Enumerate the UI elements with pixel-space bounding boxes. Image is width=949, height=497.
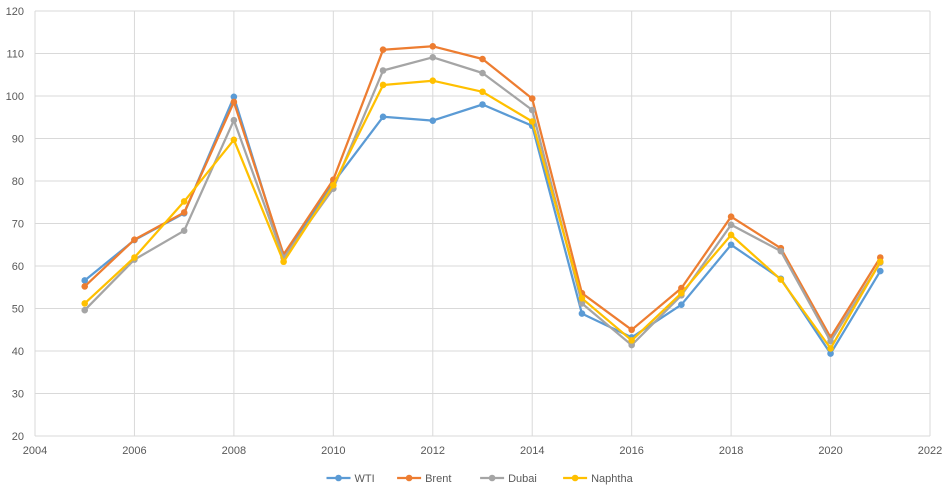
data-point — [479, 55, 486, 63]
data-point — [131, 236, 138, 243]
series-naphtha — [81, 77, 884, 352]
data-point — [628, 326, 635, 334]
legend-item-dubai: Dubai — [480, 473, 537, 485]
series-dubai — [81, 54, 884, 349]
data-point — [628, 341, 635, 349]
data-point — [81, 283, 89, 290]
x-tick-label: 2006 — [122, 445, 146, 457]
data-point — [180, 209, 188, 216]
series-wti — [81, 93, 884, 357]
data-point — [528, 95, 536, 102]
data-point — [230, 136, 238, 144]
y-tick-label: 90 — [12, 134, 24, 146]
y-tick-label: 80 — [12, 176, 24, 188]
data-point — [379, 67, 387, 74]
x-tick-label: 2010 — [321, 445, 345, 457]
data-point — [131, 254, 138, 261]
data-point — [429, 117, 437, 124]
data-point — [230, 98, 238, 106]
y-tick-label: 40 — [12, 346, 24, 358]
legend-item-brent: Brent — [397, 473, 451, 485]
y-tick-label: 50 — [12, 304, 24, 316]
legend-label: WTI — [355, 473, 375, 485]
data-point — [429, 54, 437, 61]
data-point — [727, 241, 735, 249]
legend-item-naphtha: Naphtha — [563, 473, 634, 485]
data-point — [827, 337, 834, 345]
series-line — [83, 95, 882, 355]
data-point — [827, 345, 834, 352]
data-point — [429, 42, 437, 50]
legend-label: Brent — [425, 473, 451, 485]
data-point — [528, 106, 536, 114]
series-line — [83, 56, 882, 347]
data-point — [777, 276, 785, 283]
y-tick-label: 60 — [12, 261, 24, 273]
legend-marker — [571, 474, 579, 482]
data-point — [479, 69, 486, 77]
legend-label: Naphtha — [591, 473, 633, 485]
legend-marker — [335, 474, 342, 482]
data-point — [528, 118, 536, 125]
x-tick-label: 2014 — [520, 445, 544, 457]
data-point — [230, 116, 238, 124]
data-point — [280, 258, 287, 266]
data-point — [81, 306, 89, 314]
legend-item-wti: WTI — [326, 473, 375, 485]
x-tick-label: 2022 — [918, 445, 942, 457]
data-point — [578, 295, 586, 302]
data-point — [230, 93, 238, 101]
data-point — [876, 258, 884, 266]
data-point — [180, 198, 188, 205]
y-tick-label: 70 — [12, 219, 24, 231]
x-tick-label: 2012 — [421, 445, 445, 457]
data-point — [628, 337, 635, 344]
data-point — [727, 213, 735, 220]
data-point — [827, 350, 834, 357]
data-point — [727, 231, 735, 239]
data-point — [379, 46, 387, 53]
data-point — [479, 88, 486, 96]
data-point — [578, 300, 586, 307]
x-axis-labels: 2004 2006 2008 2010 2012 2014 2016 2018 2020 2022 — [23, 445, 942, 457]
data-point — [578, 310, 586, 317]
y-tick-label: 30 — [12, 389, 24, 401]
data-point — [429, 77, 437, 84]
data-point — [479, 101, 486, 108]
y-axis-labels: 20 30 40 50 60 70 80 90 100 110 120 — [6, 6, 24, 443]
data-point — [727, 221, 735, 229]
data-point — [81, 277, 89, 284]
data-point — [678, 301, 685, 308]
data-point — [876, 267, 884, 275]
legend: WTI Brent Dubai Naphtha — [326, 473, 634, 485]
y-tick-label: 20 — [12, 431, 24, 443]
data-point — [81, 300, 89, 307]
gridlines — [34, 10, 931, 437]
x-tick-label: 2018 — [719, 445, 743, 457]
legend-label: Dubai — [508, 473, 537, 485]
data-point — [330, 181, 337, 189]
x-tick-label: 2008 — [222, 445, 246, 457]
data-point — [180, 227, 188, 235]
y-tick-label: 100 — [6, 91, 24, 103]
data-point — [777, 247, 785, 255]
legend-marker — [405, 474, 413, 482]
data-point — [678, 289, 685, 297]
data-point — [379, 113, 387, 121]
legend-marker — [488, 474, 496, 482]
x-tick-label: 2016 — [619, 445, 643, 457]
x-tick-label: 2020 — [818, 445, 842, 457]
y-tick-label: 110 — [6, 49, 24, 61]
x-tick-label: 2004 — [23, 445, 47, 457]
y-tick-label: 120 — [6, 6, 24, 18]
data-point — [379, 81, 387, 89]
